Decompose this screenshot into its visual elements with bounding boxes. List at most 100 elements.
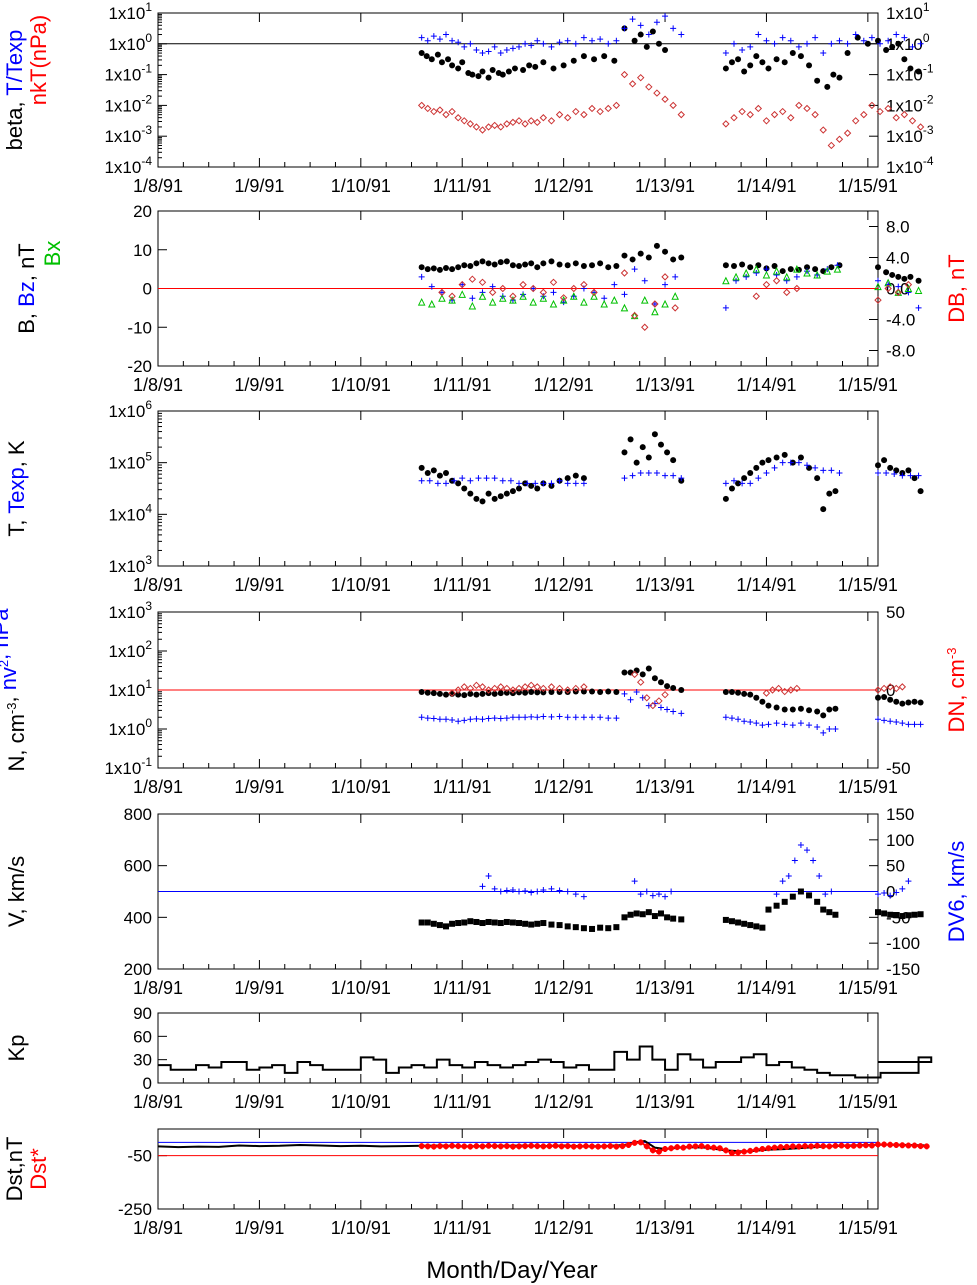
data-point bbox=[590, 292, 598, 300]
data-point bbox=[787, 266, 794, 273]
data-point bbox=[443, 691, 449, 698]
data-point bbox=[759, 459, 766, 466]
data-point bbox=[479, 1143, 486, 1150]
data-point bbox=[436, 922, 443, 929]
data-point bbox=[789, 706, 796, 713]
data-point bbox=[430, 265, 437, 272]
data-point bbox=[747, 480, 754, 487]
data-point bbox=[621, 669, 628, 676]
data-point bbox=[827, 141, 836, 150]
data-point bbox=[669, 101, 677, 110]
data-point bbox=[430, 1143, 437, 1150]
bfield-y-axis-title: B, Bz, nT bbox=[14, 243, 39, 334]
x-tick-label: 1/12/91 bbox=[534, 375, 594, 395]
data-point bbox=[904, 284, 913, 292]
data-point bbox=[868, 34, 875, 41]
data-point bbox=[589, 688, 596, 695]
data-point bbox=[781, 706, 788, 713]
data-point bbox=[905, 699, 912, 706]
data-point bbox=[418, 50, 425, 57]
data-point bbox=[564, 923, 571, 930]
data-point bbox=[779, 459, 786, 466]
x-tick-label: 1/11/91 bbox=[433, 1218, 492, 1238]
data-point bbox=[539, 114, 548, 122]
data-point bbox=[728, 1150, 735, 1156]
x-tick-label: 1/12/91 bbox=[534, 1218, 594, 1238]
data-point bbox=[534, 264, 541, 271]
data-point bbox=[875, 909, 881, 916]
data-point bbox=[850, 1142, 857, 1149]
data-point bbox=[637, 470, 644, 476]
data-point bbox=[762, 270, 771, 279]
y2-tick-label: 4.0 bbox=[886, 249, 910, 268]
beta-y-axis-title: beta, T/Texp bbox=[2, 30, 27, 151]
data-point bbox=[657, 910, 664, 917]
data-point bbox=[596, 107, 604, 116]
data-point bbox=[735, 1149, 742, 1156]
x-tick-label: 1/13/91 bbox=[635, 1218, 695, 1238]
data-point bbox=[430, 690, 437, 697]
x-tick-label: 1/15/91 bbox=[838, 575, 898, 595]
data-point bbox=[899, 1142, 906, 1149]
series-plus bbox=[418, 688, 924, 736]
data-point bbox=[771, 1144, 778, 1151]
data-point bbox=[478, 126, 487, 134]
data-point bbox=[532, 63, 539, 70]
data-point bbox=[820, 906, 827, 913]
data-point bbox=[731, 263, 737, 270]
data-point bbox=[670, 708, 677, 715]
data-point bbox=[472, 681, 481, 690]
y2-tick-label: 8.0 bbox=[886, 218, 910, 237]
data-point bbox=[533, 118, 541, 127]
data-point bbox=[645, 31, 652, 38]
data-point bbox=[889, 43, 896, 50]
data-point bbox=[605, 688, 612, 695]
data-point bbox=[692, 1143, 699, 1150]
data-point bbox=[645, 909, 652, 916]
data-point bbox=[915, 277, 922, 284]
data-point bbox=[780, 687, 789, 696]
data-point bbox=[733, 277, 740, 284]
data-point bbox=[499, 71, 506, 78]
data-point bbox=[589, 37, 596, 44]
data-point bbox=[572, 472, 579, 479]
data-point bbox=[680, 1144, 687, 1151]
data-point bbox=[917, 911, 924, 918]
data-point bbox=[458, 280, 466, 289]
data-point bbox=[670, 256, 677, 263]
data-point bbox=[547, 117, 556, 125]
x-tick-label: 1/12/91 bbox=[534, 176, 594, 196]
data-point bbox=[762, 117, 771, 125]
data-point bbox=[426, 477, 433, 484]
y-tick-label: 60 bbox=[133, 1027, 152, 1046]
data-point bbox=[451, 477, 458, 484]
data-point bbox=[454, 686, 462, 694]
data-point bbox=[899, 913, 906, 920]
data-point bbox=[917, 40, 924, 47]
data-point bbox=[905, 1142, 912, 1149]
data-point bbox=[905, 467, 912, 474]
data-point bbox=[509, 118, 517, 127]
data-point bbox=[484, 123, 493, 131]
x-tick-label: 1/13/91 bbox=[635, 176, 695, 196]
series-dot bbox=[418, 431, 924, 513]
data-point bbox=[534, 37, 541, 44]
data-point bbox=[497, 920, 504, 927]
data-point bbox=[595, 1143, 602, 1150]
data-point bbox=[473, 715, 480, 722]
data-point bbox=[637, 22, 644, 29]
data-point bbox=[651, 301, 658, 307]
data-point bbox=[521, 683, 529, 691]
data-point bbox=[555, 684, 564, 693]
data-point bbox=[418, 477, 425, 484]
data-point bbox=[875, 264, 881, 271]
series-plus bbox=[418, 262, 922, 311]
data-point bbox=[759, 1146, 766, 1152]
data-point bbox=[631, 878, 638, 885]
data-point bbox=[505, 68, 512, 75]
data-point bbox=[580, 53, 587, 60]
data-point bbox=[569, 292, 578, 300]
data-point bbox=[546, 1143, 553, 1150]
data-point bbox=[747, 62, 754, 69]
data-point bbox=[670, 915, 677, 922]
